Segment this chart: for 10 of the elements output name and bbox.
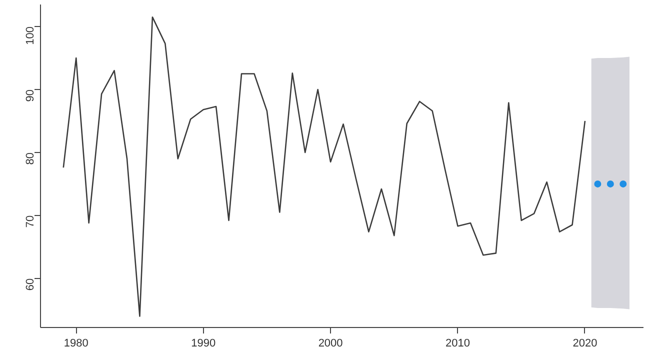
x-tick-label: 2020: [572, 338, 598, 350]
x-tick-label: 1980: [64, 338, 88, 350]
y-tick-label: 100: [24, 26, 36, 45]
x-tick-label: 1990: [191, 338, 216, 350]
y-tick-label: 60: [24, 278, 36, 291]
x-tick-label: 2010: [446, 338, 470, 350]
y-tick-label: 80: [24, 152, 36, 165]
y-tick-label: 70: [24, 215, 36, 228]
y-tick-label: 90: [24, 89, 36, 102]
x-tick-label: 2000: [318, 338, 343, 350]
